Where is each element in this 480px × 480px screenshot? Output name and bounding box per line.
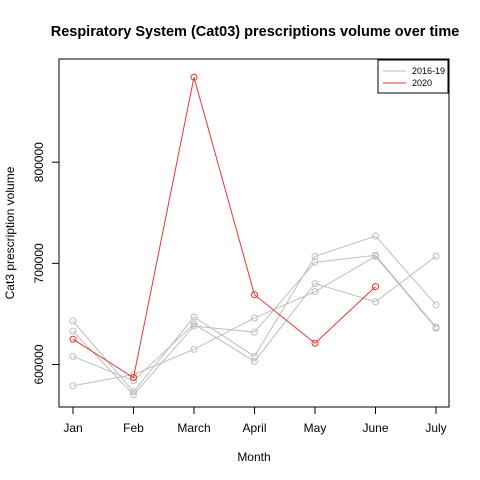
data-point <box>251 328 258 336</box>
plot-frame <box>58 58 450 408</box>
data-point <box>311 288 319 296</box>
x-tick-label: March <box>177 421 210 435</box>
y-tick-label: 600000 <box>32 344 46 384</box>
x-tick-label: June <box>362 421 388 435</box>
series-layer <box>69 73 440 399</box>
legend-box <box>377 59 449 94</box>
data-point <box>311 339 319 347</box>
data-point <box>190 320 198 328</box>
x-tick-label: May <box>304 421 327 435</box>
y-axis-label: Cat3 prescription volume <box>3 166 17 299</box>
data-point <box>311 280 319 288</box>
data-point <box>432 324 440 332</box>
data-point <box>372 252 379 260</box>
data-point <box>130 374 137 382</box>
data-point <box>69 317 77 325</box>
series-2016-19-3 <box>69 252 440 390</box>
x-tick-label: July <box>425 421 446 435</box>
x-axis: Jan Feb March April May June July <box>63 406 447 435</box>
data-point <box>69 382 77 390</box>
data-point <box>372 232 379 240</box>
data-point <box>432 252 440 260</box>
x-tick-label: Jan <box>63 421 82 435</box>
data-point <box>251 352 258 360</box>
series-2016-19-0 <box>69 232 440 396</box>
data-point <box>372 298 379 306</box>
data-point <box>372 283 379 291</box>
series-line <box>72 235 437 393</box>
chart-title: Respiratory System (Cat03) prescriptions… <box>51 24 460 40</box>
data-point <box>432 301 440 309</box>
series-line <box>72 254 437 396</box>
x-tick-label: Feb <box>123 421 144 435</box>
data-point <box>190 73 198 81</box>
data-point <box>190 345 198 353</box>
data-point <box>69 352 77 360</box>
y-tick-label: 800000 <box>32 142 46 182</box>
legend: 2016-19 2020 <box>377 59 449 94</box>
data-point <box>251 357 258 365</box>
y-axis: 600000 700000 800000 <box>32 142 59 385</box>
legend-label-2020: 2020 <box>412 78 432 88</box>
data-point <box>69 335 77 343</box>
data-point <box>130 391 137 399</box>
data-point <box>251 291 258 299</box>
x-axis-label: Month <box>237 450 270 464</box>
data-point <box>69 327 77 335</box>
data-point <box>251 314 258 322</box>
series-2020-4 <box>69 73 379 382</box>
legend-label-2016-19: 2016-19 <box>412 66 445 76</box>
data-point <box>311 258 319 266</box>
y-tick-label: 700000 <box>32 243 46 283</box>
data-point <box>190 313 198 321</box>
x-tick-label: April <box>242 421 266 435</box>
series-line <box>72 77 376 379</box>
